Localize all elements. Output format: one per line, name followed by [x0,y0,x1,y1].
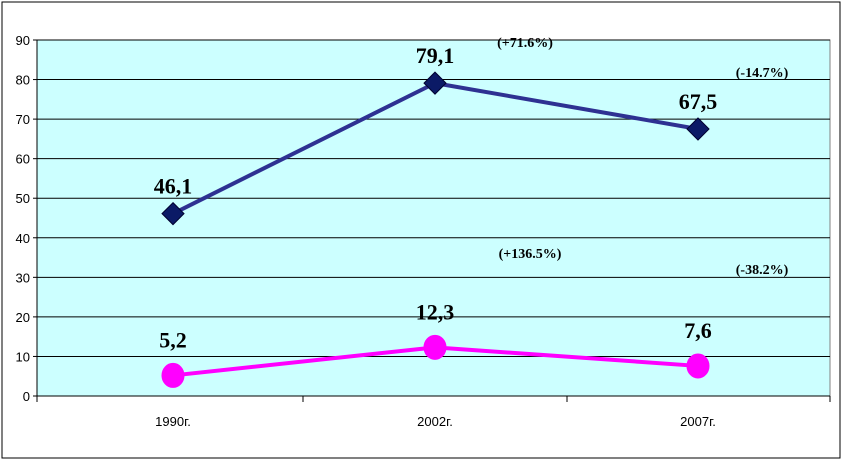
data-label: 67,5 [679,89,718,114]
data-label: 46,1 [154,174,193,199]
x-tick-label: 2002г. [417,414,453,429]
y-tick-label: 10 [16,349,30,364]
y-tick-label: 50 [16,191,30,206]
data-point-diamond [161,201,185,226]
change-annotation: (+71.6%) [497,36,553,51]
y-tick-label: 0 [23,389,30,404]
data-point-diamond [686,117,710,141]
x-tick-label: 2007г. [680,414,716,429]
data-label: 79,1 [416,43,455,68]
data-point-circle [161,362,185,388]
y-tick-label: 80 [16,73,30,88]
y-tick-label: 30 [16,270,30,285]
change-annotation: (+136.5%) [499,247,562,262]
data-point-circle [423,334,447,360]
y-tick-label: 20 [16,310,30,325]
change-annotation: (-14.7%) [736,66,789,81]
data-point-diamond [423,71,447,95]
data-label: 5,2 [159,327,187,352]
x-tick-label: 1990г. [155,414,191,429]
y-tick-label: 40 [16,231,30,246]
y-tick-label: 70 [16,112,30,127]
y-tick-label: 60 [16,152,30,167]
data-label: 7,6 [684,318,712,343]
data-point-circle [686,353,710,379]
y-tick-label: 90 [16,33,30,48]
data-label: 12,3 [416,299,455,324]
change-annotation: (-38.2%) [736,263,789,278]
